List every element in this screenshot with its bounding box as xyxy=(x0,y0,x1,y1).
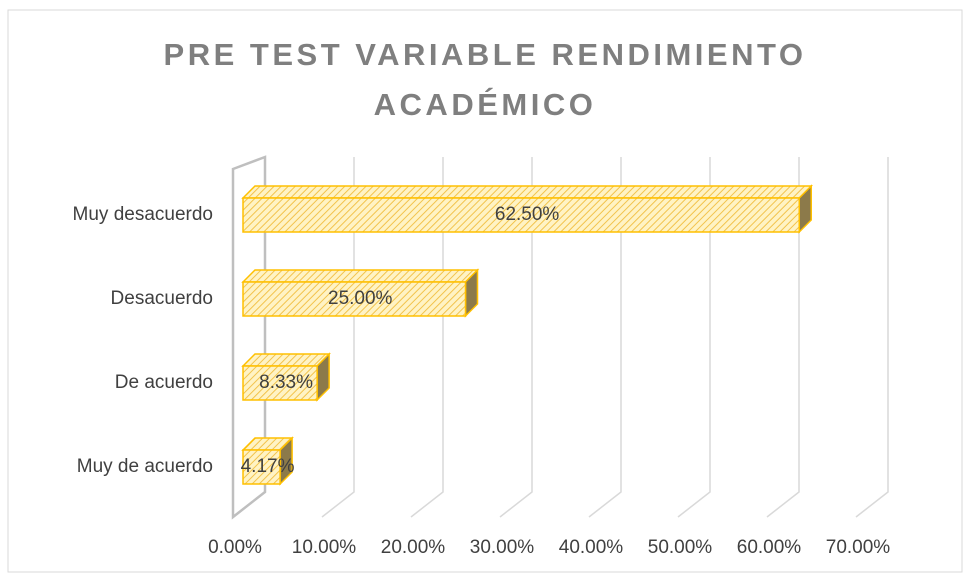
bar-top xyxy=(241,353,331,367)
x-tick-label: 10.00% xyxy=(292,537,357,558)
bar-top xyxy=(241,269,480,283)
bar xyxy=(241,352,331,402)
bar-front xyxy=(242,449,281,485)
x-tick-label: 70.00% xyxy=(826,537,891,558)
x-tick-label: 30.00% xyxy=(470,537,535,558)
x-tick-label: 0.00% xyxy=(208,537,262,558)
grid-line xyxy=(499,157,533,518)
y-tick-label: De acuerdo xyxy=(115,372,213,393)
x-tick-label: 50.00% xyxy=(648,537,713,558)
x-tick-label: 60.00% xyxy=(737,537,802,558)
y-tick-label: Muy de acuerdo xyxy=(77,456,213,477)
grid-line xyxy=(766,157,800,518)
y-tick-label: Desacuerdo xyxy=(111,288,213,309)
data-label: 8.33% xyxy=(259,372,313,393)
grid-line xyxy=(855,157,889,518)
bar xyxy=(241,436,294,486)
grid-line xyxy=(588,157,622,518)
bar-front xyxy=(242,365,318,401)
grid-line xyxy=(410,157,444,518)
grid-line xyxy=(677,157,711,518)
bar-front xyxy=(242,281,467,317)
y-tick-label: Muy desacuerdo xyxy=(73,204,213,225)
x-tick-label: 40.00% xyxy=(559,537,624,558)
chart-border xyxy=(7,9,963,573)
x-tick-label: 20.00% xyxy=(381,537,446,558)
grid-line xyxy=(321,157,355,518)
bar-front xyxy=(242,197,800,233)
data-label: 4.17% xyxy=(241,456,295,477)
bar xyxy=(241,184,814,234)
bar-top xyxy=(241,185,814,199)
data-label: 62.50% xyxy=(495,204,560,225)
side-wall xyxy=(231,155,267,520)
bar xyxy=(241,268,480,318)
data-label: 25.00% xyxy=(328,288,393,309)
chart-title: PRE TEST VARIABLE RENDIMIENTO ACADÉMICO xyxy=(163,37,807,122)
